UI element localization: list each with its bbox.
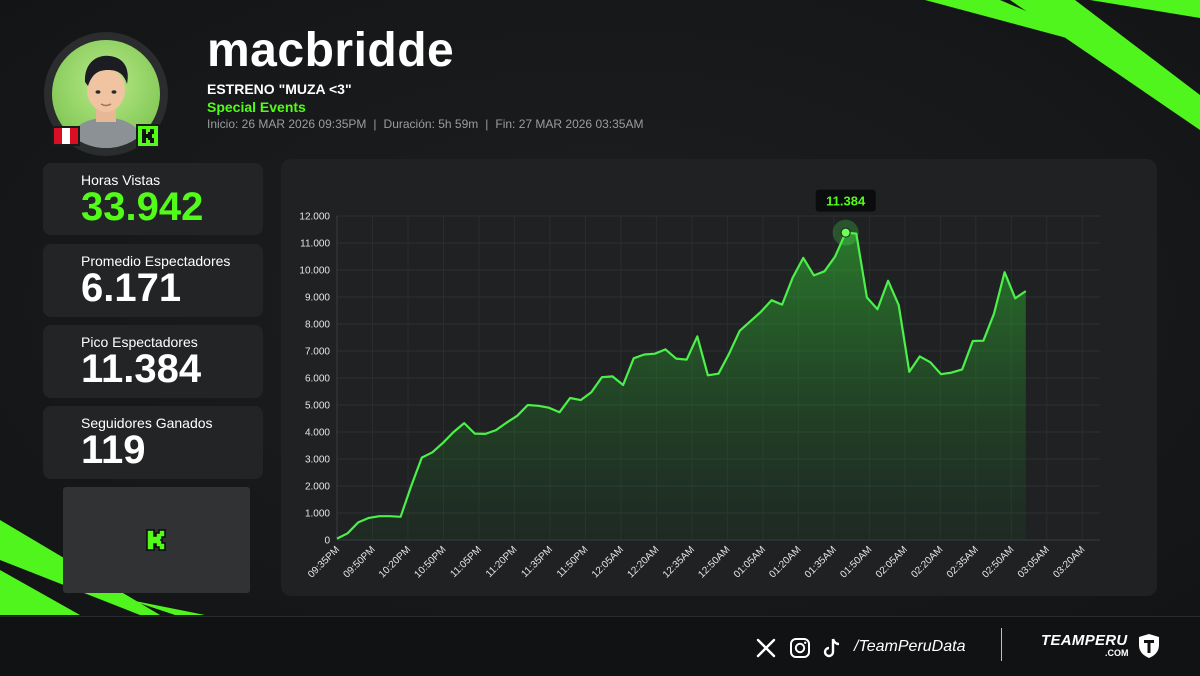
brand-name: TEAMPERU bbox=[1041, 632, 1128, 649]
series-line bbox=[336, 231, 1027, 540]
x-tick-label: 01:20AM bbox=[767, 544, 803, 580]
x-tick-label: 02:35AM bbox=[945, 544, 981, 580]
peak-label-box bbox=[815, 189, 876, 212]
stat-value: 11.384 bbox=[81, 347, 202, 391]
y-tick-label: 10.000 bbox=[299, 266, 330, 277]
x-tick-label: 11:35PM bbox=[519, 544, 555, 580]
y-axis: 0 1.000 2.000 3.000 4.000 5.000 6.000 7.000 8.00… bbox=[299, 212, 330, 547]
stat-label: Pico Espectadores bbox=[81, 334, 198, 350]
stat-value: 119 bbox=[81, 428, 146, 472]
x-tick-label: 09:50PM bbox=[342, 544, 378, 580]
x-tick-label: 12:05AM bbox=[590, 544, 626, 580]
brand-domain: .COM bbox=[1105, 648, 1129, 658]
y-tick-label: 8.000 bbox=[305, 320, 330, 331]
peak-marker: 11.384 bbox=[815, 189, 876, 246]
stream-duration: Duración: 5h 59m bbox=[383, 117, 479, 131]
avatar-illustration bbox=[66, 55, 146, 148]
x-icon[interactable] bbox=[755, 637, 777, 659]
x-tick-label: 02:50AM bbox=[980, 544, 1016, 580]
stream-end: Fin: 27 MAR 2026 03:35AM bbox=[495, 117, 644, 131]
y-tick-label: 4.000 bbox=[305, 428, 330, 439]
chart-panel: 0 1.000 2.000 3.000 4.000 5.000 6.000 7.000 8.00… bbox=[281, 159, 1157, 596]
x-tick-label: 12:50AM bbox=[696, 544, 732, 580]
stat-label: Promedio Espectadores bbox=[81, 253, 231, 269]
y-tick-label: 2.000 bbox=[305, 482, 330, 493]
x-tick-label: 11:20PM bbox=[484, 544, 520, 580]
x-axis: 09:35PM 09:50PM 10:20PM 10:50PM 11:05PM 11:20… bbox=[306, 544, 1087, 580]
footer bbox=[0, 616, 1200, 676]
y-tick-label: 3.000 bbox=[305, 455, 330, 466]
x-tick-label: 02:20AM bbox=[909, 544, 945, 580]
x-tick-label: 01:35AM bbox=[803, 544, 839, 580]
kick-icon bbox=[136, 124, 160, 148]
y-tick-label: 11.000 bbox=[300, 239, 330, 250]
stat-value: 6.171 bbox=[81, 266, 182, 310]
peak-label: 11.384 bbox=[826, 194, 866, 209]
x-tick-label: 11:50PM bbox=[555, 544, 591, 580]
green-slash-top-right bbox=[925, 0, 1200, 130]
y-tick-label: 7.000 bbox=[305, 347, 330, 358]
stat-label: Horas Vistas bbox=[81, 172, 161, 188]
y-tick-label: 0 bbox=[324, 536, 330, 547]
stat-card-peak-viewers: Pico Espectadores 11.384 bbox=[43, 325, 263, 398]
streamer-name: macbridde bbox=[207, 24, 455, 77]
peak-point bbox=[840, 227, 851, 238]
y-tick-label: 9.000 bbox=[305, 293, 330, 304]
stat-card-hours-watched: Horas Vistas 33.942 bbox=[43, 163, 263, 235]
stream-title: ESTRENO "MUZA <3" bbox=[207, 81, 352, 97]
stat-card-followers-gained: Seguidores Ganados 119 bbox=[43, 406, 263, 479]
footer-divider bbox=[1001, 628, 1002, 661]
stream-meta: Inicio: 26 MAR 2026 09:35PM | Duración: 5h… bbox=[207, 117, 643, 131]
y-tick-label: 6.000 bbox=[305, 374, 330, 385]
shield-icon bbox=[1139, 634, 1159, 658]
instagram-icon[interactable] bbox=[789, 637, 811, 659]
y-tick-label: 1.000 bbox=[305, 509, 330, 520]
stat-label: Seguidores Ganados bbox=[81, 415, 213, 431]
meta-separator: | bbox=[373, 117, 377, 131]
x-tick-label: 09:35PM bbox=[306, 544, 342, 580]
x-tick-label: 10:20PM bbox=[377, 544, 413, 580]
x-tick-label: 11:05PM bbox=[449, 544, 485, 580]
x-tick-label: 12:35AM bbox=[661, 544, 697, 580]
x-tick-label: 03:05AM bbox=[1016, 544, 1052, 580]
meta-separator: | bbox=[485, 117, 489, 131]
x-tick-label: 12:20AM bbox=[625, 544, 661, 580]
stream-start: Inicio: 26 MAR 2026 09:35PM bbox=[207, 117, 367, 131]
chart-area-fill bbox=[337, 232, 1026, 540]
x-tick-label: 02:05AM bbox=[874, 544, 910, 580]
stat-value: 33.942 bbox=[81, 185, 204, 229]
x-tick-label: 01:50AM bbox=[838, 544, 874, 580]
tiktok-icon[interactable] bbox=[822, 637, 842, 659]
x-tick-label: 03:20AM bbox=[1051, 544, 1087, 580]
peru-flag-icon bbox=[52, 126, 80, 146]
stat-card-average-viewers: Promedio Espectadores 6.171 bbox=[43, 244, 263, 317]
stream-category: Special Events bbox=[207, 99, 306, 115]
y-tick-label: 5.000 bbox=[305, 401, 330, 412]
x-tick-label: 10:50PM bbox=[413, 544, 449, 580]
y-tick-label: 12.000 bbox=[299, 212, 330, 223]
kick-icon bbox=[146, 529, 166, 551]
social-handle[interactable]: /TeamPeruData bbox=[854, 638, 966, 655]
x-tick-label: 01:05AM bbox=[732, 544, 768, 580]
viewers-chart: 0 1.000 2.000 3.000 4.000 5.000 6.000 7.000 8.00… bbox=[299, 189, 1100, 580]
